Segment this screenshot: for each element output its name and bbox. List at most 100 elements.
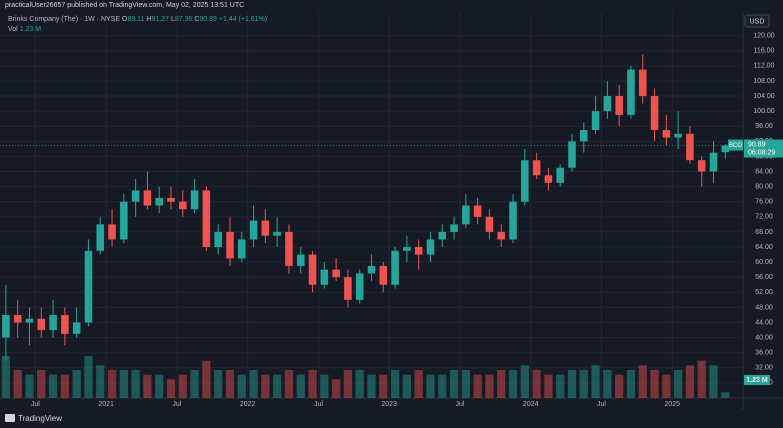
- candle-body: [638, 69, 647, 97]
- volume-bar: [190, 370, 199, 398]
- candle-body: [273, 231, 281, 236]
- volume-bar: [461, 370, 470, 398]
- volume-bar: [237, 374, 246, 398]
- currency-box[interactable]: [744, 14, 770, 28]
- candle-body: [485, 216, 494, 232]
- volume-bar: [25, 374, 34, 398]
- x-tick-label: 2023: [381, 401, 397, 408]
- candle-body: [261, 220, 270, 236]
- candle-body: [49, 314, 57, 331]
- y-tick-label: 76.00: [755, 199, 773, 206]
- x-tick-label: 2021: [98, 401, 114, 408]
- ohlc-key: H: [146, 16, 152, 23]
- candle-body: [686, 133, 694, 161]
- candle-body: [521, 160, 529, 202]
- candle-body: [179, 201, 187, 210]
- y-tick-label: 84.00: [755, 168, 773, 175]
- volume-bar: [591, 365, 600, 398]
- volume-bar: [284, 370, 294, 398]
- candle-body: [320, 269, 329, 285]
- volume-name: Vol: [8, 26, 18, 33]
- candle-body: [556, 167, 564, 183]
- y-tick-label: 40.00: [755, 334, 773, 341]
- candle-body: [13, 314, 22, 323]
- volume-bar: [508, 370, 518, 398]
- volume-bar: [438, 374, 447, 398]
- candle-body: [72, 322, 81, 334]
- y-tick-label: 48.00: [755, 304, 773, 311]
- candle-body: [155, 197, 163, 206]
- candle-body: [509, 201, 517, 240]
- candle-body: [426, 239, 435, 255]
- volume-bar: [556, 374, 565, 398]
- volume-bar: [603, 370, 612, 398]
- candle-body: [96, 224, 105, 251]
- volume-bar: [202, 360, 211, 398]
- legend: Brinks Company (The) · 1W · NYSE O89.11 …: [8, 15, 267, 35]
- candle-body: [84, 250, 93, 323]
- volume-tag: [744, 375, 770, 385]
- volume-bar: [367, 374, 376, 398]
- currency: USD: [750, 18, 765, 25]
- volume-bar: [520, 365, 529, 398]
- symbol-title: Brinks Company (The) · 1W · NYSE: [8, 16, 121, 23]
- change: +1.44 (+1.61%): [218, 16, 268, 23]
- candle-body: [615, 96, 623, 115]
- x-tick-label: 2024: [523, 401, 539, 408]
- x-tick-label: Jul: [314, 401, 323, 408]
- candle-body: [120, 201, 128, 240]
- volume-bar: [379, 374, 388, 398]
- candle-body: [25, 318, 34, 323]
- volume-bar: [449, 370, 459, 398]
- volume-bar: [48, 374, 58, 398]
- volume-bar: [355, 370, 364, 398]
- ohlc-value: 87.36: [174, 16, 193, 23]
- ohlc-value: 89.11: [127, 16, 145, 23]
- candle-body: [214, 231, 222, 248]
- volume-bar: [426, 374, 435, 398]
- countdown: 06:08:29: [748, 149, 775, 156]
- candle-body: [237, 239, 246, 259]
- y-tick-label: 72.00: [755, 214, 773, 221]
- ohlc-key: C: [194, 16, 200, 23]
- ohlc-value: 90.89: [199, 16, 217, 23]
- y-tick-label: 60.00: [755, 259, 773, 266]
- volume-bar: [532, 370, 541, 398]
- x-tick-label: Jul: [31, 401, 40, 408]
- footer: TradingView: [18, 414, 63, 423]
- volume-bar: [1, 356, 11, 398]
- ohlc-key: O: [121, 16, 128, 23]
- candle-body: [473, 205, 482, 217]
- header: practicalUser26657 published on TradingV…: [5, 2, 245, 9]
- candle-body: [580, 130, 588, 142]
- candle-body: [662, 130, 671, 138]
- volume-bar: [402, 374, 412, 398]
- volume-bar: [721, 392, 730, 398]
- volume-bar: [579, 370, 588, 398]
- volume-tag-label: 1.23 M: [746, 377, 768, 384]
- volume-bar: [485, 374, 494, 398]
- candle-body: [285, 231, 293, 266]
- candle-body: [167, 197, 175, 202]
- volume-bar: [178, 374, 187, 398]
- volume-value: 1.23 M: [19, 26, 42, 33]
- candle-body: [355, 273, 364, 300]
- candle-body: [438, 231, 447, 240]
- y-tick-label: 104.00: [753, 93, 775, 100]
- y-tick-label: 52.00: [755, 289, 773, 296]
- candle-body: [332, 269, 340, 278]
- x-tick-label: Jul: [597, 401, 606, 408]
- x-tick-label: 2025: [664, 401, 680, 408]
- candle-body: [37, 318, 46, 331]
- y-tick-label: 32.00: [755, 365, 773, 372]
- volume-bar: [638, 365, 647, 398]
- price-symbol: BCO: [729, 143, 742, 149]
- volume-bar: [72, 370, 81, 398]
- candle-body: [414, 247, 423, 255]
- volume-bar: [390, 370, 400, 398]
- candle-body: [627, 69, 635, 115]
- volume-bar: [13, 370, 22, 398]
- volume-bar: [96, 365, 105, 398]
- volume-bar: [343, 370, 353, 398]
- volume-bar: [261, 374, 270, 398]
